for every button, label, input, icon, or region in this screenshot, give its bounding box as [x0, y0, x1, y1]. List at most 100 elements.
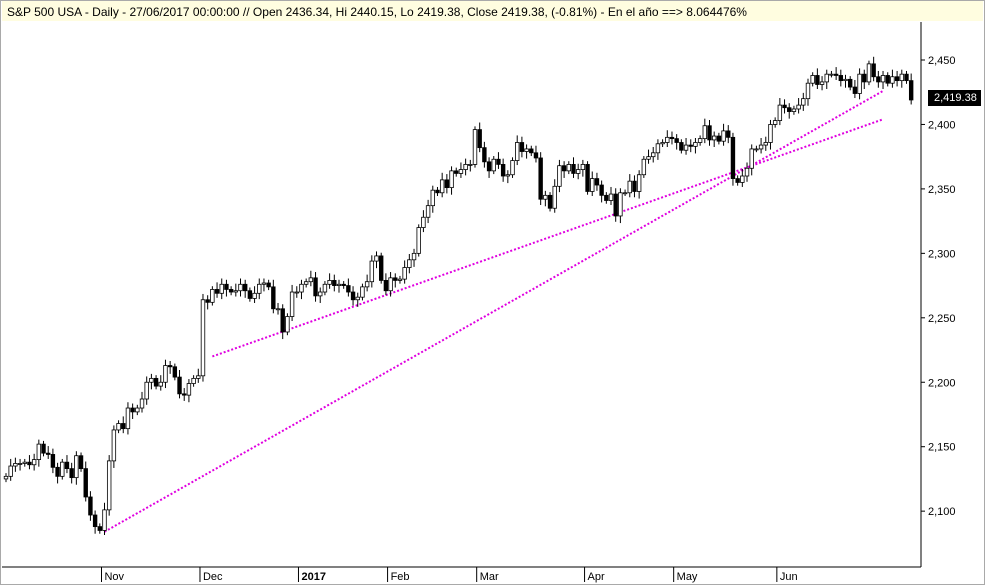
candle: [294, 286, 299, 298]
candle: [322, 281, 328, 296]
candle: [515, 135, 520, 166]
candle: [463, 158, 468, 176]
candle: [749, 144, 754, 176]
candle: [829, 70, 834, 78]
candle: [660, 139, 665, 148]
candle: [83, 461, 88, 502]
candle: [486, 157, 492, 178]
candle: [594, 172, 600, 191]
y-tick-label: 2,300: [928, 248, 956, 260]
candle: [271, 279, 276, 314]
candle: [491, 156, 496, 175]
candle: [585, 161, 590, 195]
candle: [843, 74, 848, 88]
candle: [618, 188, 623, 224]
candle: [524, 144, 529, 159]
candle: [435, 186, 440, 196]
candle: [871, 56, 876, 82]
y-tick-label: 2,350: [928, 184, 956, 196]
candle: [787, 103, 792, 119]
candle: [393, 273, 398, 288]
candle: [510, 157, 515, 178]
trendline: [212, 118, 884, 358]
candle: [777, 98, 783, 126]
candle: [78, 452, 84, 472]
candle: [224, 279, 229, 297]
candle: [505, 170, 511, 184]
candle: [257, 278, 262, 300]
candle: [407, 253, 412, 274]
candle: [285, 313, 290, 336]
x-tick-label: Nov: [104, 571, 124, 583]
candle: [261, 278, 267, 292]
candle: [205, 295, 210, 310]
candle: [885, 72, 890, 87]
candle: [27, 455, 32, 470]
candle: [744, 162, 750, 182]
candle: [36, 439, 42, 467]
y-axis-ticks: 2,100 2,150 2,200 2,250 2,300 2,350 2,400 2,450: [921, 55, 956, 518]
candle: [458, 162, 464, 178]
candle: [472, 126, 478, 168]
candle: [374, 251, 379, 269]
candle: [238, 278, 243, 297]
candle: [64, 455, 70, 474]
candle: [697, 135, 703, 146]
candle: [355, 292, 360, 307]
candle: [350, 286, 356, 306]
x-tick-label: Mar: [480, 571, 499, 583]
x-tick-label: 2017: [301, 571, 325, 583]
candle: [369, 255, 375, 288]
y-tick-label: 2,450: [928, 55, 956, 67]
candle: [336, 279, 342, 293]
candle: [74, 451, 79, 485]
candle: [289, 284, 295, 322]
candle: [327, 273, 332, 289]
candle: [200, 293, 206, 382]
candle: [191, 375, 196, 387]
candle: [552, 179, 557, 213]
candle: [416, 224, 421, 257]
candle: [167, 360, 173, 374]
candle: [411, 248, 417, 267]
candle: [163, 359, 168, 389]
candle: [547, 192, 553, 212]
candle: [772, 117, 778, 128]
candle: [646, 149, 651, 164]
x-tick-label: Dec: [203, 571, 223, 583]
candle: [210, 286, 215, 306]
candle: [838, 69, 844, 87]
candle: [121, 416, 126, 434]
candle: [904, 70, 909, 84]
candle: [543, 190, 548, 207]
candle: [754, 145, 759, 153]
candle: [632, 175, 637, 198]
candle: [683, 137, 689, 155]
candle: [857, 68, 862, 100]
candle: [730, 132, 736, 186]
candle: [266, 279, 271, 291]
candle: [655, 139, 661, 160]
candle: [833, 67, 839, 80]
candle: [852, 79, 858, 99]
candle: [604, 192, 609, 204]
x-tick-label: May: [677, 571, 698, 583]
candle: [665, 130, 670, 148]
candle: [22, 458, 27, 467]
candle: [116, 420, 121, 434]
candle: [801, 92, 806, 111]
candle: [880, 70, 886, 90]
candle: [890, 69, 895, 88]
candle: [899, 69, 904, 88]
candle: [106, 455, 112, 516]
candle: [651, 147, 656, 163]
candle: [529, 145, 534, 157]
candle: [716, 132, 722, 145]
candle: [69, 462, 74, 484]
candle: [303, 278, 309, 288]
x-axis-ticks: Nov Dec 2017 Feb Mar Apr May Jun: [100, 567, 798, 583]
candle: [88, 491, 93, 521]
x-tick-label: Apr: [588, 571, 605, 583]
candle: [3, 473, 9, 483]
